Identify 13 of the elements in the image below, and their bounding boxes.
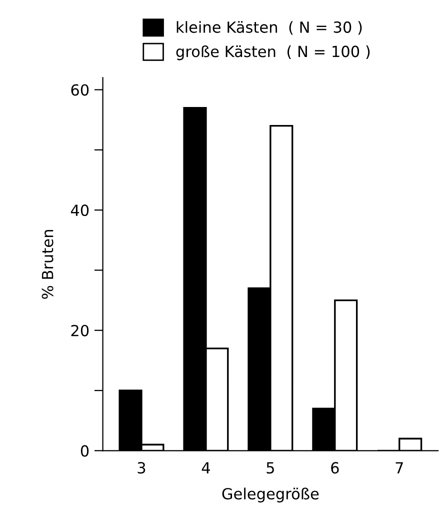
- y-tick-label: 0: [80, 445, 89, 457]
- y-tick-label: 60: [71, 84, 89, 96]
- x-tick-label: 4: [202, 462, 210, 474]
- y-axis-title: % Bruten: [42, 230, 54, 299]
- y-tick-label: 20: [71, 324, 89, 336]
- x-tick-label: 6: [331, 462, 339, 474]
- y-tick-label: 40: [70, 204, 89, 216]
- legend-label: große Kästen ( N = 100 ): [176, 45, 370, 60]
- x-tick-label: 5: [266, 462, 274, 474]
- x-axis-title: Gelegegröße: [222, 488, 319, 502]
- legend-label: kleine Kästen ( N = 30 ): [176, 21, 362, 35]
- x-tick-label: 3: [138, 462, 146, 474]
- x-tick-label: 7: [396, 462, 403, 474]
